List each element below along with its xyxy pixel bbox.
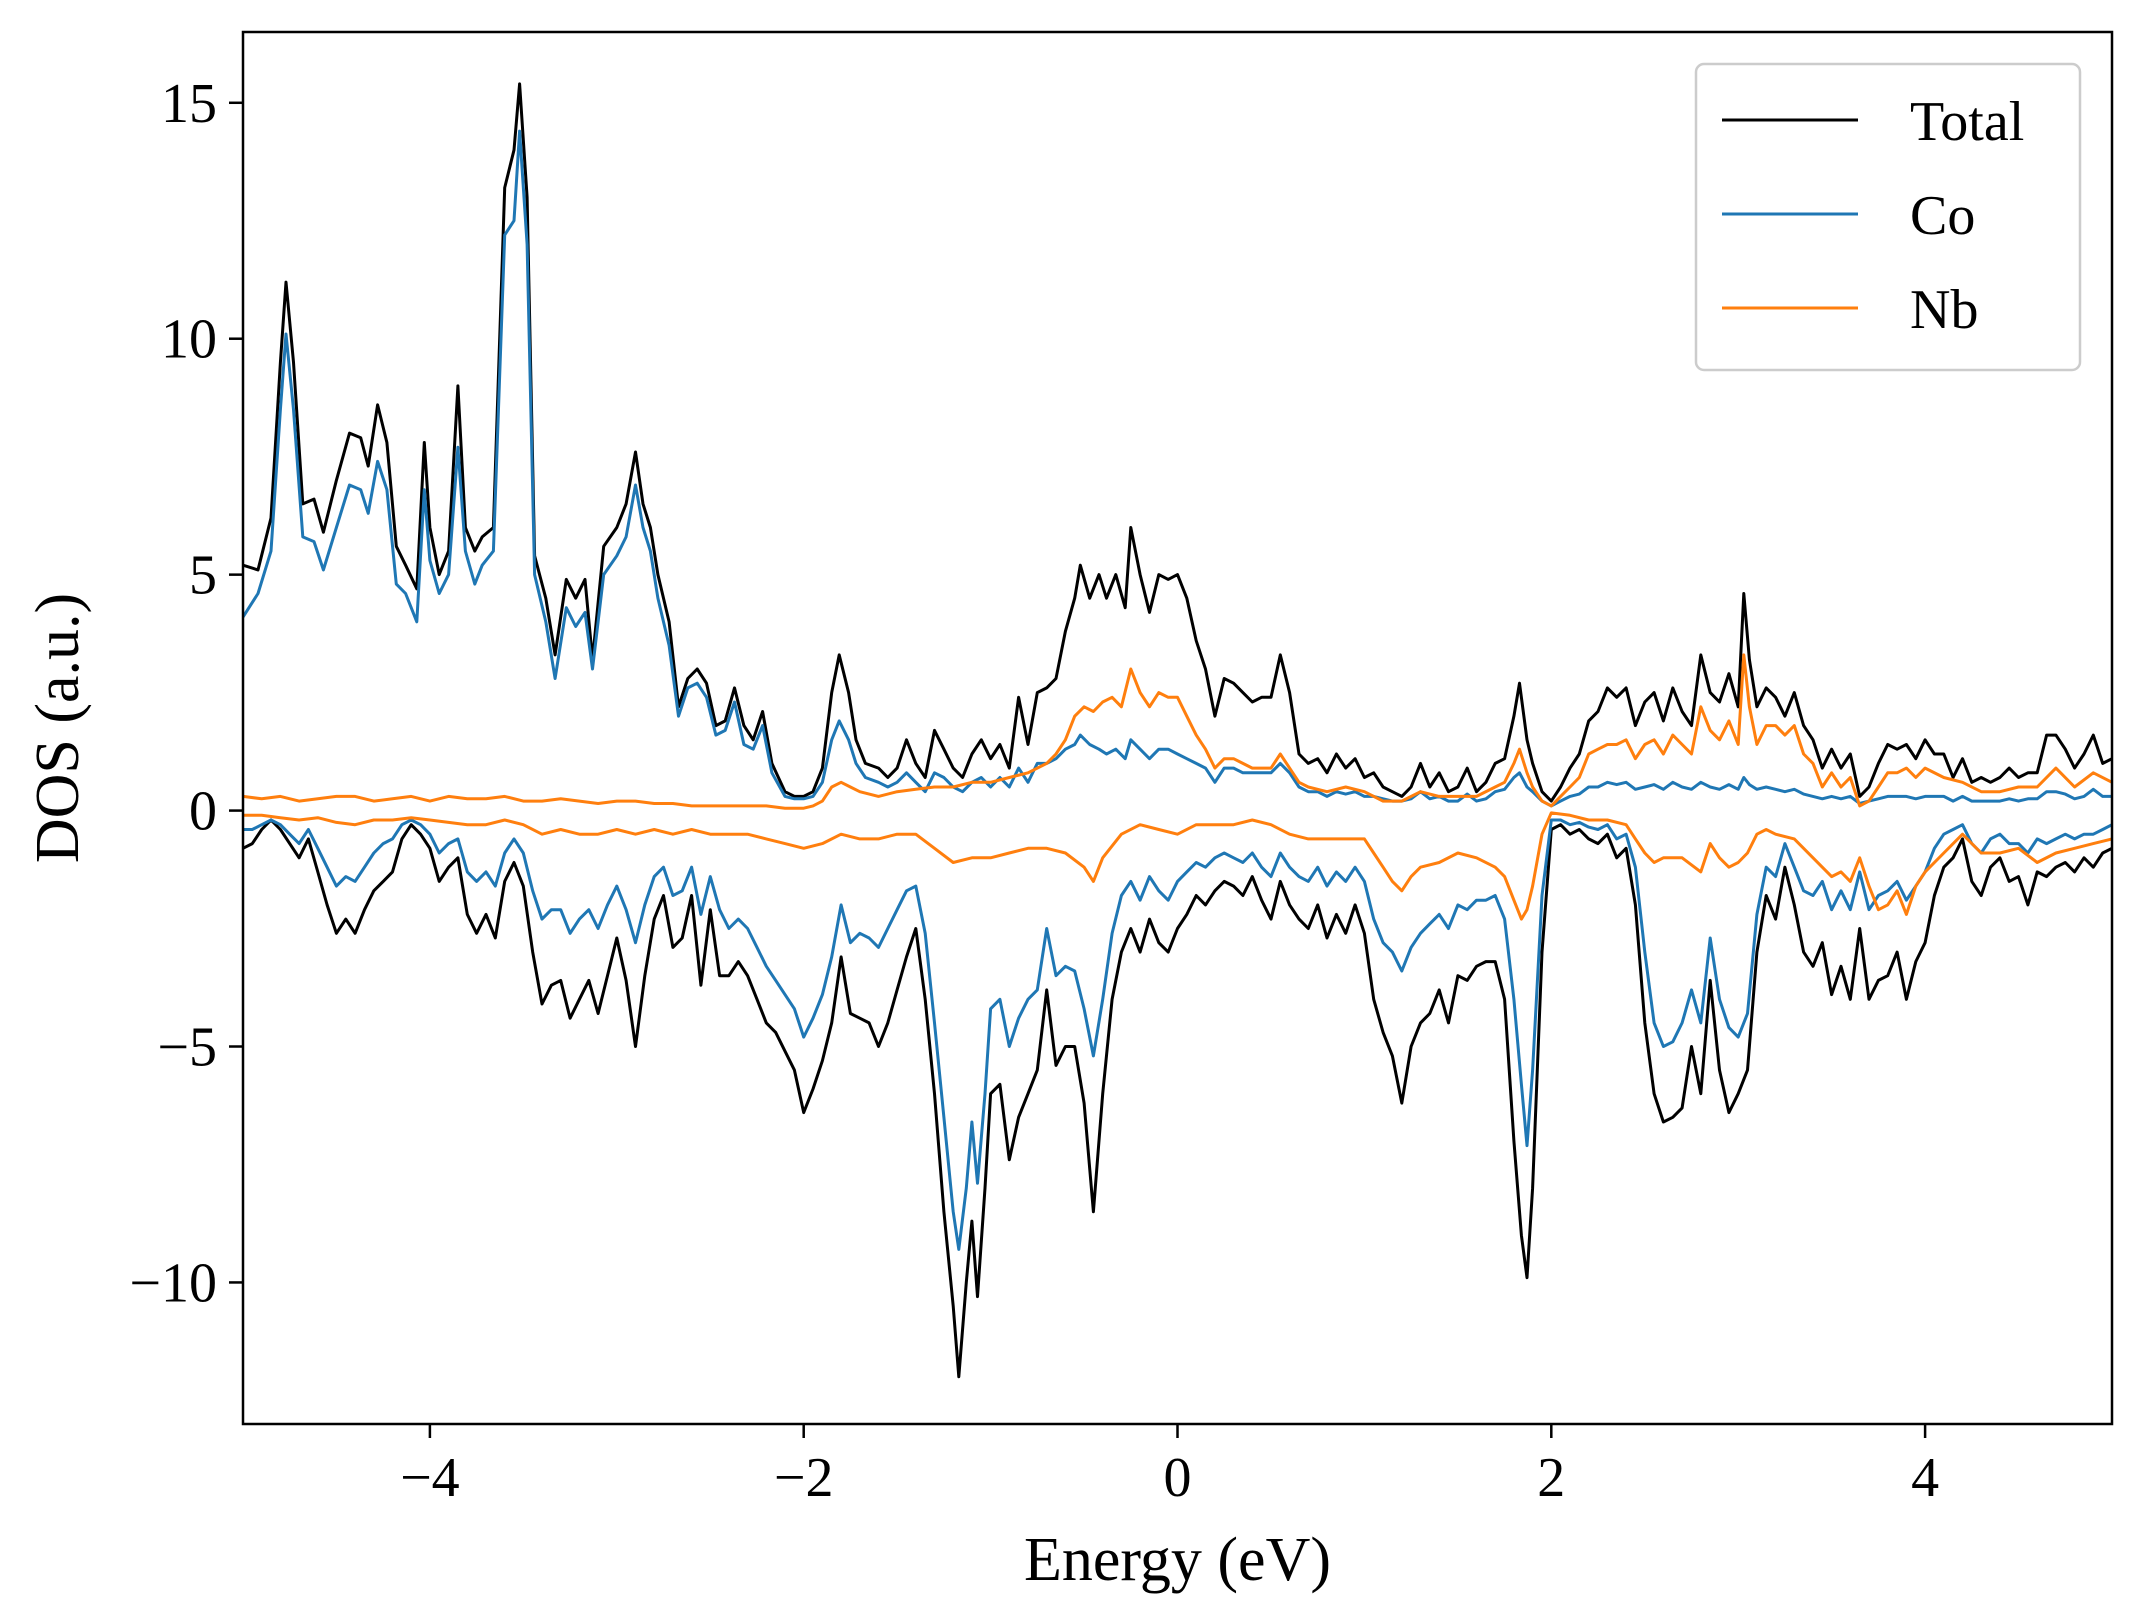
x-tick-label: 4 xyxy=(1911,1447,1939,1509)
y-tick-label: −10 xyxy=(129,1252,217,1314)
y-tick-label: 15 xyxy=(161,73,217,135)
series-layer xyxy=(243,82,2112,1379)
legend-label-co: Co xyxy=(1910,185,1975,247)
series-line-co-down xyxy=(243,818,2112,1251)
x-tick-label: −4 xyxy=(400,1447,460,1509)
series-line-co-up xyxy=(243,129,2112,808)
x-tick-label: 2 xyxy=(1537,1447,1565,1509)
x-tick-label: −2 xyxy=(774,1447,834,1509)
legend-label-nb: Nb xyxy=(1910,279,1978,341)
legend-box xyxy=(1694,62,2082,372)
y-tick-label: 5 xyxy=(189,545,217,607)
x-tick-label: 0 xyxy=(1164,1447,1192,1509)
ticks: −4 −2 0 2 4 −10 −5 0 5 10 15 xyxy=(129,73,1939,1509)
legend: Total Co Nb xyxy=(1694,62,2082,372)
series-line-nb-down xyxy=(243,811,2112,921)
series-line-nb-up xyxy=(243,653,2112,810)
y-axis-label: DOS (a.u.) xyxy=(24,593,92,863)
x-axis-label: Energy (eV) xyxy=(1024,1526,1331,1594)
legend-label-total: Total xyxy=(1910,91,2024,153)
series-line-total-up xyxy=(243,82,2112,803)
y-tick-label: −5 xyxy=(157,1017,217,1079)
series-line-total-down xyxy=(243,818,2112,1379)
y-tick-label: 0 xyxy=(189,781,217,843)
y-tick-label: 10 xyxy=(161,309,217,371)
